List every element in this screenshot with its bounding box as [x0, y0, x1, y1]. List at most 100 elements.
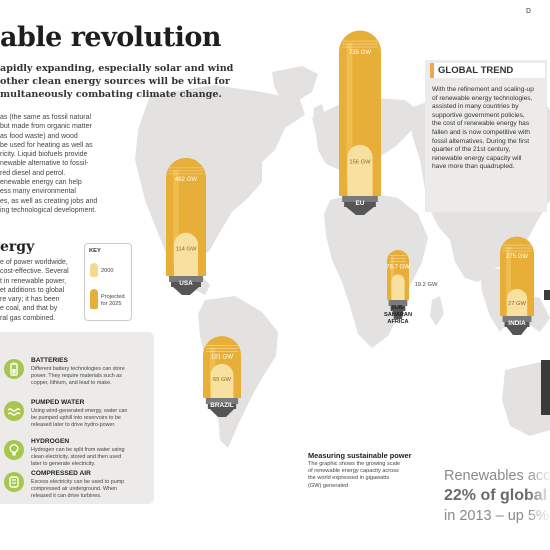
legend-label-line: for 2025	[101, 301, 122, 307]
value-label-2000: 65 GW	[213, 377, 232, 383]
greenland-shape	[272, 66, 318, 102]
category-label: USA	[179, 280, 193, 287]
global-trend-panel	[425, 60, 547, 212]
body-line: as food waste) and wood	[0, 132, 78, 140]
page-tag: D	[526, 8, 533, 15]
value-label-2025: 275 GW	[506, 254, 528, 260]
bulb-highlight	[506, 246, 511, 306]
measure-line: of renewable energy capacity across	[308, 468, 399, 475]
value-label-2000: 114 GW	[176, 247, 197, 253]
category-label: INDIA	[508, 320, 526, 327]
page-edge-tab	[541, 360, 550, 415]
energy-line: ral gas combined.	[0, 314, 56, 322]
energy-line: e coal, and that by	[0, 305, 58, 313]
category-label: EU	[356, 200, 365, 207]
bulb-brazil: BRAZIL 181 GW 65 GW	[203, 336, 241, 417]
value-label-2025: 482 GW	[175, 177, 197, 183]
bulb-tip	[209, 409, 235, 417]
category-label: AFRICA	[387, 319, 408, 325]
water-wave-icon	[4, 401, 24, 421]
bulb-tip	[506, 327, 528, 335]
bulb-base	[390, 306, 406, 311]
bar-2000-usa	[174, 232, 198, 276]
bulb-base	[344, 202, 376, 207]
storage-item-line: compressed air underground. When	[31, 486, 117, 493]
storage-item-line: Different battery technologies can store	[31, 366, 125, 372]
category-label: BRAZIL	[210, 402, 234, 409]
legend-swatch-2000	[90, 263, 98, 277]
global-trend-line: quarter of the 21st century,	[432, 146, 511, 154]
energy-line: e of power worldwide,	[0, 259, 68, 266]
bar-2000-sub-saharan-africa	[391, 274, 405, 300]
bulb-highlight	[173, 169, 179, 264]
energy-line: et additions to global	[0, 286, 65, 294]
storage-item-text: Different battery technologies can store…	[31, 366, 125, 388]
chart-legend	[84, 243, 132, 321]
body-line: ing technological development.	[0, 206, 97, 214]
stat-line-3: in 2013 – up 5%	[444, 508, 549, 524]
bulb-highlight	[346, 43, 353, 184]
category-label: SAHARAN	[384, 312, 412, 318]
storage-item-line: later to generate electricity.	[31, 461, 96, 468]
global-trend-line: assisted in many countries by	[432, 103, 519, 111]
legend-label-2000: 2000	[101, 268, 114, 274]
value-label-2025: 78.7 GW	[386, 265, 410, 271]
madagascar-shape	[430, 296, 444, 326]
bulb-highlight	[209, 347, 216, 387]
bulb-base	[171, 282, 201, 287]
value-label-2000: 19.2 GW	[415, 282, 438, 288]
measure-line: (GW) generated	[308, 482, 349, 489]
global-trend-line: supportive government policies,	[432, 111, 525, 119]
bulb-base	[169, 276, 203, 282]
bar-2000-brazil	[210, 363, 234, 398]
intro-line: other clean energy sources will be vital…	[0, 76, 230, 87]
page-title: able revolution	[0, 22, 222, 53]
global-trend-title: GLOBAL TREND	[430, 63, 545, 78]
body-line: but made from organic matter	[0, 123, 92, 131]
bulb-base	[342, 196, 378, 202]
storage-item-line: Excess electricity can be used to pump	[31, 479, 125, 485]
global-trend-line: of renewable energy technologies,	[432, 94, 533, 102]
measure-line: the world expressed in gigawatts	[308, 475, 390, 482]
storage-item-line: clean electricity, stored and then used	[31, 454, 122, 461]
africa-shape	[324, 192, 428, 348]
storage-item-line: be pumped uphill into reservoirs to be	[31, 415, 121, 422]
global-trend-line: the cost of renewable energy has	[432, 120, 530, 128]
storage-item-line: released later to drive hydro-power.	[31, 422, 116, 429]
storage-item-text: Using wind-generated energy, water can b…	[31, 408, 127, 430]
page-edge-tab	[544, 290, 550, 300]
value-label-2025: 181 GW	[211, 355, 233, 361]
body-line: es, as well as creating jobs and	[0, 197, 98, 205]
storage-item-line: Using wind-generated energy, water can	[31, 408, 128, 414]
bulb-base	[388, 300, 408, 306]
global-trend-line: fossil alternatives. During the first	[432, 137, 530, 145]
bulb-tip	[173, 287, 199, 295]
storage-item-text: Excess electricity can be used to pump c…	[31, 479, 124, 501]
storage-item-line: power. They require materials such as	[31, 373, 122, 380]
value-label-2000: 27 GW	[508, 301, 527, 307]
body-line: newable alternative to fossil-	[0, 160, 89, 168]
stat-line-2: 22% of global e	[444, 487, 550, 504]
australia-shape	[502, 362, 550, 436]
body-line: enewable energy can help	[0, 179, 82, 187]
body-line: be used for heating as well as	[0, 141, 93, 149]
energy-line: t in renewable power,	[0, 277, 67, 285]
bulb-usa: USA 482 GW 114 GW	[166, 157, 206, 295]
renewable-capacity-bulbs: USA 482 GW 114 GW EU 735 GW 156 GW BRAZIL 181 G…	[166, 30, 534, 417]
body-line: ricity. Liquid biofuels provide	[0, 151, 88, 159]
legend-swatch-2025	[90, 289, 98, 309]
bulb-tip	[392, 311, 404, 319]
hydrogen-bulb-icon	[4, 440, 24, 460]
bar-2000-eu	[347, 144, 373, 196]
body-line: as (the same as fossil natural	[0, 114, 92, 121]
storage-item-title: HYDROGEN	[31, 438, 70, 445]
bar-2000-india	[506, 288, 528, 316]
storage-item-title: COMPRESSED AIR	[31, 470, 91, 477]
legend-title: KEY	[89, 248, 101, 254]
storage-item-line: released it can drive turbines.	[31, 493, 102, 500]
bulb-tip	[346, 207, 374, 215]
value-label-2025: 735 GW	[349, 50, 371, 56]
energy-line: cost-effective. Several	[0, 268, 69, 276]
storage-item-line: copper, lithium, and lead to make.	[31, 380, 112, 387]
